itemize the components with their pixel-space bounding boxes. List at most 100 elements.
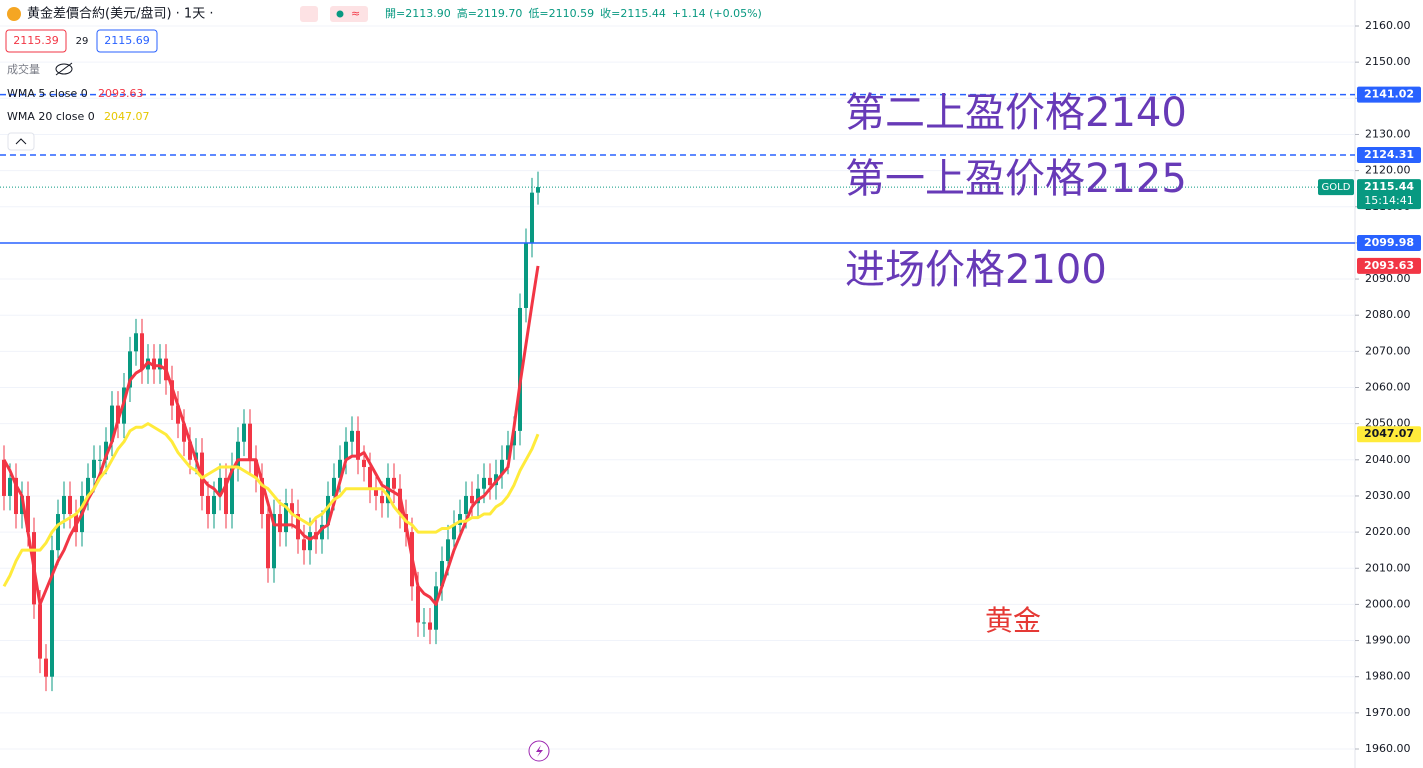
legend-wma20: WMA 20 close 0 — [7, 110, 95, 123]
candle-body — [110, 405, 114, 442]
countdown: 15:14:41 — [1364, 194, 1413, 207]
candle-body — [428, 622, 432, 630]
candle-body — [368, 467, 372, 489]
header-stat: 收=2115.44 — [600, 6, 666, 20]
candle-body — [266, 514, 270, 569]
candle-body — [350, 430, 354, 442]
marks — [2, 171, 540, 692]
legend-wma5-value: 2093.63 — [98, 87, 144, 100]
candle-body — [128, 351, 132, 388]
candle-body — [536, 187, 540, 193]
candle-body — [104, 441, 108, 460]
candle-body — [92, 459, 96, 478]
legend-wma20-value: 2047.07 — [104, 110, 150, 123]
annotation: 进场价格2100 — [845, 247, 1107, 293]
candle-body — [260, 477, 264, 515]
candle-body — [284, 503, 288, 533]
candle-body — [530, 192, 534, 243]
candle-body — [392, 477, 396, 489]
candle-body — [242, 423, 246, 442]
status-dot — [336, 10, 344, 18]
y-tick-label: 2020.00 — [1365, 525, 1411, 538]
y-tick-label: 2090.00 — [1365, 272, 1411, 285]
candle-body — [296, 514, 300, 540]
wma-tag-bg — [1357, 257, 1421, 274]
candle-body — [224, 477, 228, 515]
y-tick-label: 2120.00 — [1365, 164, 1411, 177]
candle-body — [344, 441, 348, 460]
candle-body — [62, 495, 66, 515]
candle-body — [68, 495, 72, 515]
price-line-tag: 2141.02 — [1364, 88, 1414, 101]
candle-body — [98, 459, 102, 461]
volume-label: 成交量 — [7, 62, 40, 76]
candle-body — [506, 445, 510, 460]
y-tick-label: 2080.00 — [1365, 308, 1411, 321]
y-tick-label: 1980.00 — [1365, 670, 1411, 683]
candle-body — [278, 514, 282, 533]
candle-body — [500, 459, 504, 475]
price-line-tag: 2099.98 — [1364, 236, 1414, 249]
candle-body — [374, 488, 378, 496]
candle-body — [212, 495, 216, 515]
annotation: 第二上盈价格2140 — [845, 90, 1187, 136]
candle-body — [380, 495, 384, 504]
candle-body — [482, 477, 486, 489]
y-tick-label: 2150.00 — [1365, 55, 1411, 68]
wma-tag-bg — [1357, 426, 1421, 443]
candle-body — [44, 658, 48, 677]
y-tick-label: 2000.00 — [1365, 597, 1411, 610]
event-bolt — [536, 745, 543, 757]
price-line-tag-bg — [1357, 147, 1421, 164]
candle-body — [452, 524, 456, 540]
last-price-tag-bg — [1357, 179, 1421, 210]
status-icon: ≈ — [351, 7, 360, 20]
y-tick-label: 1990.00 — [1365, 634, 1411, 647]
candle-body — [182, 423, 186, 442]
candle-body — [26, 495, 30, 533]
y-tick-label: 2030.00 — [1365, 489, 1411, 502]
candle-body — [14, 477, 18, 515]
candle-body — [320, 524, 324, 540]
y-tick-label: 2130.00 — [1365, 127, 1411, 140]
hide-icon[interactable] — [55, 62, 73, 76]
header-stat: 低=2110.59 — [528, 7, 594, 20]
y-tick-label: 2070.00 — [1365, 344, 1411, 357]
candle-body — [386, 477, 390, 504]
candle-body — [470, 495, 474, 504]
wma-tag: 2093.63 — [1364, 259, 1414, 272]
y-tick-label: 2060.00 — [1365, 381, 1411, 394]
collapse-button[interactable] — [7, 132, 35, 151]
sell-box[interactable] — [5, 29, 67, 53]
header-stat: +1.14 (+0.05%) — [672, 7, 762, 20]
candle-body — [434, 586, 438, 630]
market-status[interactable] — [330, 6, 368, 22]
y-tick-label: 1970.00 — [1365, 706, 1411, 719]
candle-body — [524, 242, 528, 308]
ask-price[interactable]: 2115.69 — [104, 34, 150, 47]
candle-body — [326, 495, 330, 525]
candle-body — [2, 459, 6, 496]
candle-body — [116, 405, 120, 424]
grid: 1960.00 1970.00 1980.00 1990.00 2000.00 2010.… — [0, 19, 1411, 755]
candle-body — [8, 477, 12, 496]
candle-body — [422, 622, 426, 624]
candle-body — [206, 495, 210, 515]
candle-body — [86, 477, 90, 496]
candle-body — [458, 514, 462, 525]
flag[interactable] — [300, 6, 318, 22]
candle-body — [512, 430, 516, 446]
buy-box[interactable] — [96, 29, 158, 53]
candle-body — [188, 441, 192, 460]
candle-body — [230, 467, 234, 515]
spread: 29 — [76, 36, 89, 47]
symbol-tag-bg — [1318, 179, 1354, 196]
price-line-tag-bg — [1357, 234, 1421, 251]
candle-body — [518, 307, 522, 431]
header-stats: 開=2113.90 高=2119.70 低=2110.59 收=2115.44 +1.1… — [385, 6, 762, 20]
bid-price[interactable]: 2115.39 — [13, 34, 59, 47]
header-stat: 開=2113.90 — [385, 7, 451, 20]
candle-body — [488, 477, 492, 486]
